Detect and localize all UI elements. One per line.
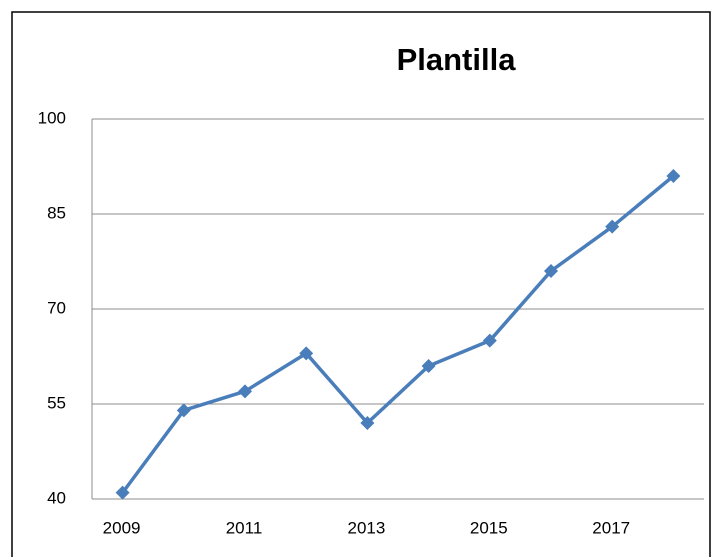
marker xyxy=(115,485,130,500)
marker xyxy=(544,264,558,278)
line xyxy=(121,174,675,494)
marker xyxy=(176,403,191,418)
y-tick-label: 55 xyxy=(47,393,66,412)
y-tick-label: 100 xyxy=(38,108,66,127)
marker xyxy=(482,333,497,348)
marker xyxy=(421,359,436,373)
chart-frame xyxy=(11,11,711,557)
y-tick-label: 40 xyxy=(47,488,66,507)
marker xyxy=(605,219,620,234)
chart-title: Plantilla xyxy=(397,42,517,77)
x-tick-label: 2015 xyxy=(470,518,508,537)
x-tick-label: 2013 xyxy=(347,518,385,537)
marker xyxy=(360,416,375,430)
x-tick-label: 2011 xyxy=(226,518,263,537)
y-tick-label: 70 xyxy=(47,298,66,317)
x-tick-label: 2009 xyxy=(103,518,141,537)
marker xyxy=(666,169,681,183)
y-tick-label: 85 xyxy=(47,203,66,222)
marker xyxy=(238,384,252,399)
marker xyxy=(299,346,314,361)
x-tick-label: 2017 xyxy=(592,518,630,537)
